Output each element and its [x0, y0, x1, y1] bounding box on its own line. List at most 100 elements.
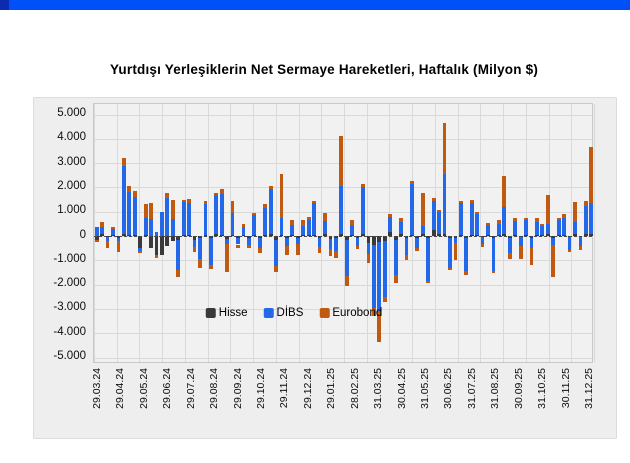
bar-segment-hisse — [399, 234, 403, 236]
gridline-h — [94, 308, 592, 310]
bar-segment-di̇bs — [181, 201, 186, 235]
bar-segment-hisse — [274, 236, 278, 240]
bar-segment-eurobond — [198, 259, 202, 268]
bar-segment-di̇bs — [121, 165, 126, 234]
bar-segment-eurobond — [192, 246, 197, 252]
bar-segment-di̇bs — [551, 237, 556, 246]
bar-segment-di̇bs — [404, 238, 409, 256]
bar-segment-eurobond — [323, 213, 327, 221]
bar-segment-eurobond — [165, 193, 170, 199]
bar-segment-hisse — [339, 233, 344, 236]
bar-segment-eurobond — [540, 223, 545, 227]
bar-segment-eurobond — [529, 247, 534, 265]
bar-segment-di̇bs — [366, 243, 371, 255]
gridline-v — [321, 104, 323, 362]
bar-segment-di̇bs — [567, 237, 572, 250]
bar-segment-eurobond — [132, 191, 137, 198]
legend-item-hisse: Hisse — [205, 307, 248, 319]
x-tick-label: 29.09.24 — [231, 368, 244, 409]
x-tick-label: 30.09.25 — [512, 368, 525, 409]
bar-segment-eurobond — [475, 211, 480, 215]
bar-segment-di̇bs — [496, 223, 501, 235]
bar-segment-eurobond — [214, 192, 219, 196]
bar-segment-hisse — [556, 234, 561, 236]
bar-segment-di̇bs — [442, 174, 447, 234]
bar-segment-eurobond — [513, 217, 518, 222]
bar-segment-di̇bs — [437, 212, 441, 235]
bar-segment-hisse — [301, 234, 306, 236]
bar-segment-eurobond — [426, 280, 431, 284]
bar-segment-eurobond — [236, 244, 240, 249]
bar-segment-di̇bs — [301, 226, 306, 235]
bar-segment-hisse — [328, 236, 333, 239]
bar-segment-hisse — [513, 234, 518, 236]
bar-segment-eurobond — [567, 249, 572, 253]
bar-segment-di̇bs — [480, 237, 485, 244]
bar-segment-eurobond — [154, 255, 159, 258]
bar-segment-di̇bs — [285, 238, 289, 246]
bar-segment-di̇bs — [295, 237, 300, 244]
bar-segment-eurobond — [306, 216, 311, 221]
bar-segment-eurobond — [279, 173, 284, 218]
bar-segment-di̇bs — [246, 237, 251, 246]
bar-segment-hisse — [524, 234, 528, 236]
bar-segment-hisse — [219, 234, 224, 236]
bar-segment-di̇bs — [524, 220, 528, 235]
bar-segment-eurobond — [274, 266, 278, 272]
bar-segment-hisse — [333, 236, 338, 239]
bar-segment-hisse — [279, 234, 284, 236]
bar-segment-eurobond — [344, 276, 349, 286]
bar-segment-di̇bs — [138, 248, 143, 251]
bar-segment-hisse — [181, 234, 186, 236]
bar-segment-eurobond — [208, 265, 213, 269]
bar-segment-eurobond — [545, 195, 550, 225]
bar-segment-hisse — [160, 236, 164, 256]
bar-segment-di̇bs — [241, 227, 246, 235]
bar-segment-hisse — [426, 236, 431, 239]
bar-segment-hisse — [176, 236, 181, 240]
bar-segment-hisse — [437, 234, 441, 236]
y-tick-label: 4.000 — [57, 131, 86, 144]
chart-title: Yurtdışı Yerleşiklerin Net Sermaye Harek… — [109, 62, 539, 77]
gridline-h — [94, 260, 592, 262]
gridline-h — [94, 357, 592, 359]
bar-segment-eurobond — [480, 243, 485, 248]
bar-segment-di̇bs — [132, 197, 137, 235]
bar-segment-di̇bs — [143, 217, 148, 235]
bar-segment-eurobond — [393, 274, 398, 284]
bar-segment-di̇bs — [377, 242, 382, 312]
bar-segment-di̇bs — [333, 238, 338, 251]
bar-segment-di̇bs — [344, 239, 349, 277]
gridline-v — [139, 104, 141, 362]
gridline-v — [594, 104, 595, 362]
x-tick-label: 31.07.25 — [465, 368, 478, 409]
x-tick-label: 29.06.24 — [161, 368, 174, 409]
plot-area: Hisse DİBS Eurobond — [93, 103, 595, 363]
bar-segment-eurobond — [263, 204, 268, 209]
bar-segment-eurobond — [339, 136, 344, 187]
bar-segment-di̇bs — [127, 192, 132, 235]
bar-segment-eurobond — [448, 267, 452, 270]
bar-segment-eurobond — [551, 245, 556, 277]
bar-segment-hisse — [257, 236, 262, 239]
bar-segment-di̇bs — [556, 220, 561, 235]
bar-segment-di̇bs — [589, 203, 594, 234]
bar-segment-hisse — [404, 236, 409, 239]
bar-segment-di̇bs — [257, 238, 262, 249]
bar-segment-eurobond — [573, 202, 577, 222]
bar-segment-eurobond — [111, 227, 115, 229]
x-tick-label: 29.01.25 — [325, 368, 338, 409]
bar-segment-hisse — [366, 236, 371, 244]
bar-segment-eurobond — [252, 212, 257, 216]
bar-segment-eurobond — [143, 204, 148, 218]
bar-segment-hisse — [382, 236, 387, 241]
x-tick-label: 28.02.25 — [348, 368, 361, 409]
bar-segment-eurobond — [181, 199, 186, 202]
bar-segment-hisse — [290, 234, 295, 236]
bar-segment-hisse — [486, 234, 490, 236]
bar-segment-di̇bs — [371, 244, 376, 308]
bar-segment-eurobond — [589, 147, 594, 204]
bar-segment-di̇bs — [415, 237, 420, 248]
bar-segment-di̇bs — [502, 207, 507, 235]
bar-segment-di̇bs — [388, 216, 393, 233]
